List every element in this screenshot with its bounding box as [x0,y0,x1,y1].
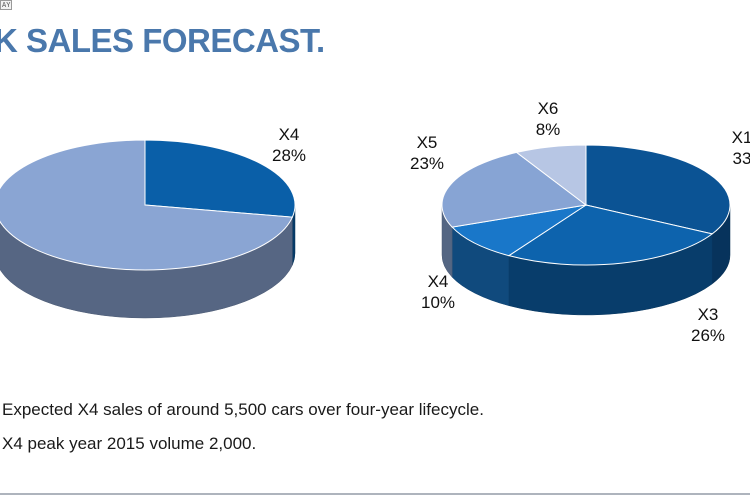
right-pie-label-x6: X6 8% [536,99,561,139]
pie-chart-x4-share: X4 28% [0,125,306,319]
left-pie-slice-other [0,139,294,271]
pie-chart-model-mix: X1 33 X3 26% X4 10% X5 23% X6 8% [410,99,750,345]
right-pie-label-x1: X1 33 [732,128,750,168]
left-pie-slice-x4 [144,139,296,218]
right-pie-slice-x3 [507,204,714,266]
right-pie-slice-x1 [585,144,731,235]
right-pie-label-x5: X5 23% [410,133,444,173]
right-pie-label-x3: X3 26% [691,305,725,345]
right-pie-label-x4: X4 10% [421,272,455,312]
right-pie-slice-x5 [441,151,588,228]
corner-tag: AY [0,0,13,10]
right-pie-slice-x6 [515,144,587,207]
footer-divider [0,493,750,495]
bullet-item-peak-year: X4 peak year 2015 volume 2,000. [2,434,257,453]
bullet-list: Expected X4 sales of around 5,500 cars o… [0,396,484,464]
left-pie-label-x4: X4 28% [272,125,306,165]
page-title: K SALES FORECAST. [0,22,325,59]
right-pie-side-walls [441,204,731,316]
bullet-item-lifecycle: Expected X4 sales of around 5,500 cars o… [2,400,484,419]
right-pie-slice-x4 [451,204,587,257]
